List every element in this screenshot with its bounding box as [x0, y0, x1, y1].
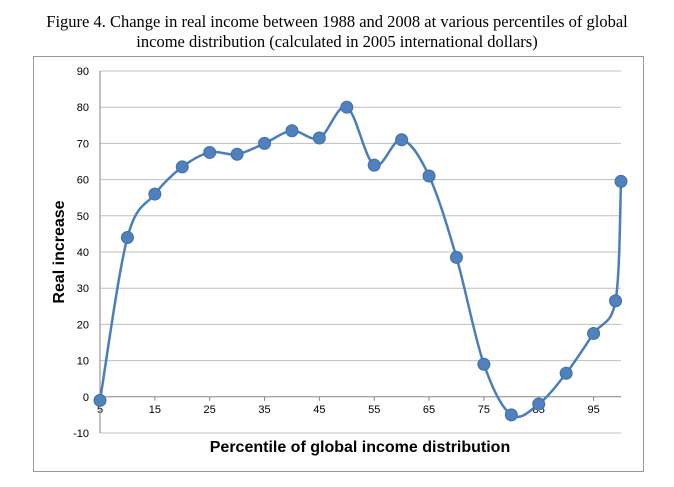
gridlines: [100, 70, 621, 434]
y-tick-label: 0: [83, 392, 89, 404]
y-tick-label: 90: [77, 66, 89, 78]
x-axis-title: Percentile of global income distribution: [210, 439, 510, 456]
y-tick-label: 20: [77, 319, 89, 331]
data-point: [258, 136, 272, 150]
data-point: [614, 174, 628, 188]
y-tick-label: 80: [77, 102, 89, 114]
data-point: [422, 169, 436, 183]
data-point: [340, 100, 354, 114]
x-tick-label: 95: [587, 404, 599, 416]
data-point: [93, 393, 107, 407]
x-tick-label: 15: [149, 404, 161, 416]
figure-title-line-1: Figure 4. Change in real income between …: [46, 12, 628, 31]
x-tick-label: 55: [368, 404, 380, 416]
y-tick-label: 70: [77, 138, 89, 150]
x-tick-label: 65: [423, 404, 435, 416]
data-point: [367, 158, 381, 172]
figure-title: Figure 4. Change in real income between …: [0, 12, 674, 52]
y-tick-label: 50: [77, 211, 89, 223]
data-point: [477, 357, 491, 371]
figure-title-line-2: income distribution (calculated in 2005 …: [136, 32, 538, 51]
data-point: [504, 408, 518, 422]
data-point: [230, 147, 244, 161]
x-tick-label: 25: [204, 404, 216, 416]
x-tick-label: 75: [478, 404, 490, 416]
data-point: [312, 131, 326, 145]
series-line: [98, 105, 623, 419]
y-tick-label: 40: [77, 247, 89, 259]
data-point: [532, 397, 546, 411]
data-point: [203, 145, 217, 159]
data-points: [93, 100, 628, 422]
y-tick-label: 60: [77, 175, 89, 187]
data-point: [587, 326, 601, 340]
data-point: [609, 294, 623, 308]
x-tick-label: 45: [313, 404, 325, 416]
x-tick-label: 35: [258, 404, 270, 416]
data-point: [120, 231, 134, 245]
data-point: [175, 160, 189, 174]
x-axis-ticks: 5152535455565758595: [97, 396, 600, 416]
y-tick-label: -10: [73, 428, 89, 440]
y-tick-label: 30: [77, 283, 89, 295]
data-point: [285, 124, 299, 138]
y-tick-label: 10: [77, 356, 89, 368]
data-point: [148, 187, 162, 201]
data-point: [449, 250, 463, 264]
data-point: [395, 133, 409, 147]
y-axis-ticks: -10 0 10 20 30 40 50 60 70 80 90: [73, 66, 89, 440]
data-point: [559, 366, 573, 380]
y-axis-title: Real increase: [51, 200, 68, 303]
